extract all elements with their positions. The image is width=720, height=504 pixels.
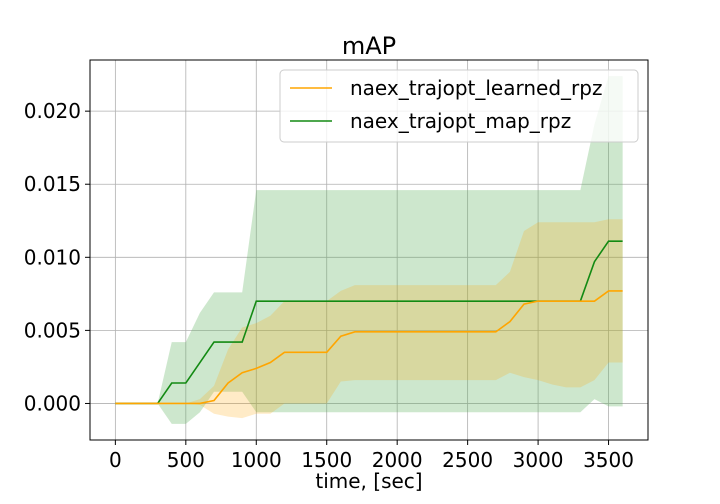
plot-frame [89, 59, 649, 441]
y-tick-label: 0.015 [24, 172, 81, 196]
x-tick-label: 2000 [372, 448, 423, 472]
x-tick-label: 1000 [231, 448, 282, 472]
y-axis-ticks: 0.000 0.005 0.010 0.015 0.020 [24, 99, 90, 415]
y-tick-label: 0.005 [24, 318, 81, 342]
band-map-rpz [115, 76, 623, 424]
series-lines [115, 240, 623, 405]
x-tick-label: 3000 [513, 448, 564, 472]
legend-label-learned-rpz: naex_trajopt_learned_rpz [350, 76, 602, 100]
x-tick-label: 3500 [583, 448, 634, 472]
x-axis-label: time, [sec] [315, 469, 422, 493]
x-tick-label: 1500 [301, 448, 352, 472]
chart-title: mAP [342, 32, 396, 60]
x-tick-label: 500 [167, 448, 205, 472]
x-tick-label: 2500 [442, 448, 493, 472]
line-learned-rpz [115, 290, 623, 405]
legend-box [279, 69, 639, 143]
band-learned-rpz [115, 219, 623, 419]
legend-label-map-rpz: naex_trajopt_map_rpz [350, 109, 571, 133]
y-tick-label: 0.020 [24, 99, 81, 123]
y-tick-label: 0.000 [24, 391, 81, 415]
legend: naex_trajopt_learned_rpz naex_trajopt_ma… [279, 69, 639, 143]
y-tick-label: 0.010 [24, 245, 81, 269]
x-axis-ticks: 0 500 1000 1500 2000 2500 3000 3500 [109, 440, 634, 472]
confidence-bands [115, 76, 623, 424]
x-tick-label: 0 [109, 448, 122, 472]
